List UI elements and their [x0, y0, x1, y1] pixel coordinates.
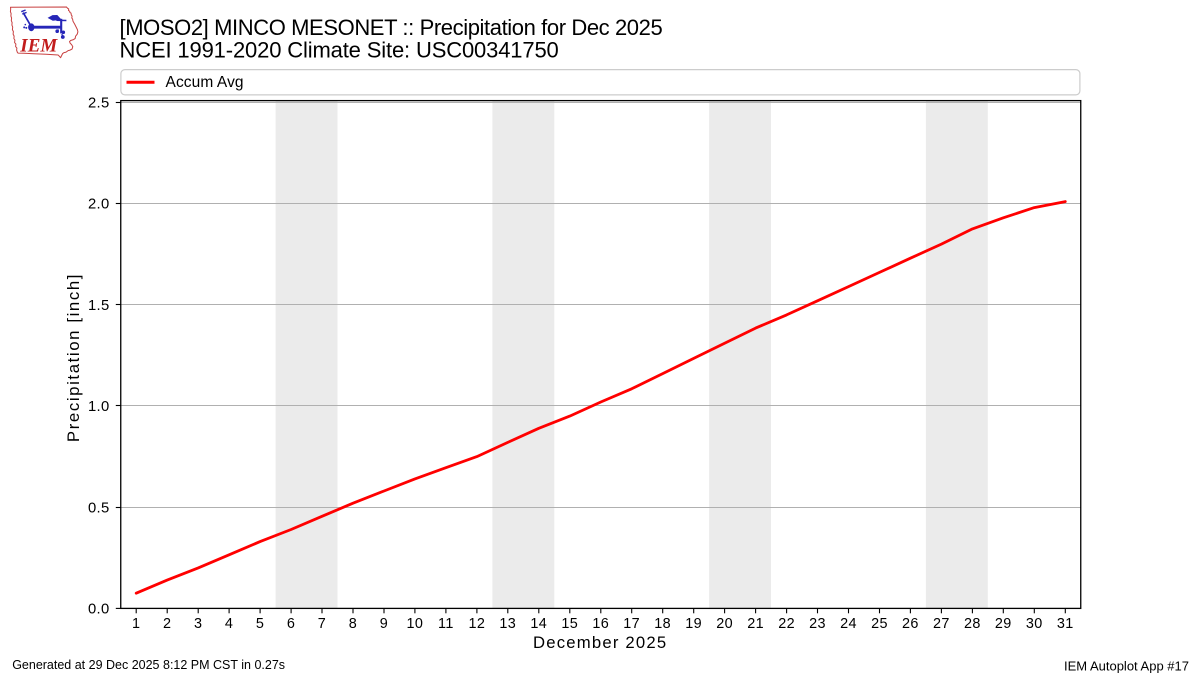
svg-text:27: 27 [933, 616, 950, 632]
svg-text:8: 8 [349, 616, 357, 632]
svg-text:17: 17 [623, 616, 640, 632]
svg-text:[MOSO2] MINCO MESONET :: Preci: [MOSO2] MINCO MESONET :: Precipitation f… [120, 15, 663, 40]
svg-text:21: 21 [747, 616, 764, 632]
svg-text:24: 24 [840, 616, 857, 632]
svg-text:26: 26 [902, 616, 919, 632]
svg-text:2.0: 2.0 [88, 197, 109, 213]
svg-text:11: 11 [438, 616, 454, 632]
svg-text:19: 19 [685, 616, 702, 632]
svg-text:IEM: IEM [19, 36, 58, 57]
svg-text:Precipitation [inch]: Precipitation [inch] [64, 273, 83, 442]
svg-text:12: 12 [468, 616, 485, 632]
svg-text:7: 7 [318, 616, 326, 632]
svg-text:Generated at 29 Dec 2025 8:12: Generated at 29 Dec 2025 8:12 PM CST in … [12, 658, 285, 672]
svg-text:1.5: 1.5 [88, 298, 109, 314]
svg-text:5: 5 [256, 616, 264, 632]
svg-text:15: 15 [561, 616, 578, 632]
svg-text:0.0: 0.0 [88, 602, 109, 618]
svg-text:1.0: 1.0 [88, 399, 109, 415]
svg-text:1: 1 [132, 616, 140, 632]
svg-text:23: 23 [809, 616, 826, 632]
svg-text:4: 4 [225, 616, 233, 632]
svg-text:18: 18 [654, 616, 671, 632]
svg-text:20: 20 [716, 616, 733, 632]
svg-text:22: 22 [778, 616, 795, 632]
svg-text:14: 14 [530, 616, 547, 632]
svg-text:31: 31 [1057, 616, 1074, 632]
svg-text:Accum Avg: Accum Avg [166, 74, 244, 91]
svg-text:2: 2 [163, 616, 171, 632]
svg-text:3: 3 [194, 616, 202, 632]
svg-text:9: 9 [380, 616, 388, 632]
svg-text:2.5: 2.5 [88, 96, 109, 112]
svg-text:0.5: 0.5 [88, 500, 109, 516]
svg-text:28: 28 [964, 616, 981, 632]
svg-text:NCEI 1991-2020 Climate Site: U: NCEI 1991-2020 Climate Site: USC00341750 [120, 38, 559, 63]
svg-text:16: 16 [592, 616, 609, 632]
svg-text:25: 25 [871, 616, 888, 632]
svg-text:30: 30 [1026, 616, 1043, 632]
svg-text:13: 13 [499, 616, 516, 632]
svg-text:December 2025: December 2025 [533, 633, 667, 652]
svg-text:29: 29 [995, 616, 1012, 632]
svg-text:IEM Autoplot App #17: IEM Autoplot App #17 [1064, 658, 1189, 673]
svg-text:6: 6 [287, 616, 295, 632]
svg-text:10: 10 [406, 616, 423, 632]
